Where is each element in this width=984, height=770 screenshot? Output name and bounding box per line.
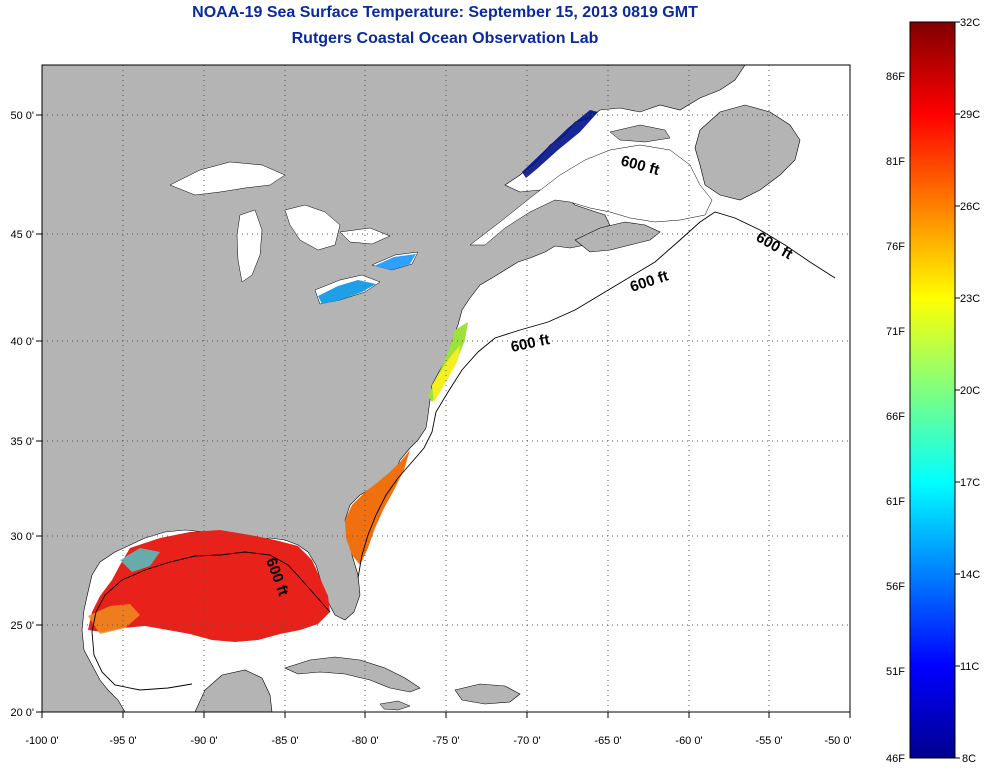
- celsius-label: 11C: [960, 661, 979, 673]
- land-hispaniola: [454, 683, 521, 705]
- y-tick-label: 25 0': [10, 620, 34, 632]
- colorbar-fahrenheit-labels: 86F 81F 76F 71F 66F 61F 56F 51F 46F: [886, 71, 905, 765]
- fahrenheit-label: 46F: [886, 753, 905, 765]
- x-axis-labels: -100 0' -95 0' -90 0' -85 0' -80 0' -75 …: [25, 735, 851, 747]
- colorbar-celsius-labels: 32C 29C 26C 23C 20C 17C 14C 11C 8C: [960, 17, 980, 765]
- fahrenheit-label: 86F: [886, 71, 905, 83]
- x-tick-label: -95 0': [109, 735, 136, 747]
- celsius-label: 29C: [960, 109, 980, 121]
- depth-contour-gulf: [91, 551, 331, 691]
- celsius-label: 17C: [960, 477, 980, 489]
- y-tick-label: 45 0': [10, 229, 34, 241]
- map-subtitle: Rutgers Coastal Ocean Observation Lab: [291, 30, 599, 47]
- x-tick-label: -75 0': [432, 735, 459, 747]
- axis-ticks: [36, 114, 851, 718]
- sst-st-lawrence: [522, 110, 598, 178]
- x-tick-label: -50 0': [824, 735, 851, 747]
- land-newfoundland: [694, 104, 801, 201]
- y-axis-labels: 20 0' 25 0' 30 0' 35 0' 40 0' 45 0' 50 0…: [10, 110, 34, 719]
- fahrenheit-label: 61F: [886, 496, 905, 508]
- land-anticosti: [609, 124, 671, 143]
- x-tick-label: -70 0': [513, 735, 540, 747]
- land-cuba: [284, 656, 421, 693]
- x-tick-label: -80 0': [351, 735, 378, 747]
- celsius-label: 20C: [960, 385, 980, 397]
- depth-contour-600ft: [357, 211, 836, 579]
- fahrenheit-label: 71F: [886, 326, 905, 338]
- sst-gulf-cyan: [120, 548, 160, 572]
- fahrenheit-label: 81F: [886, 156, 905, 168]
- st-lawrence-gulf: [469, 144, 713, 246]
- map-title: NOAA-19 Sea Surface Temperature: Septemb…: [192, 4, 698, 21]
- y-tick-label: 35 0': [10, 436, 34, 448]
- celsius-label: 26C: [960, 201, 980, 213]
- celsius-label: 14C: [960, 569, 980, 581]
- fahrenheit-label: 76F: [886, 241, 905, 253]
- y-tick-label: 50 0': [10, 110, 34, 122]
- x-tick-label: -55 0': [755, 735, 782, 747]
- fahrenheit-label: 66F: [886, 411, 905, 423]
- celsius-label: 23C: [960, 293, 980, 305]
- colorbar-ticks: [955, 21, 960, 759]
- x-tick-label: -85 0': [271, 735, 298, 747]
- sst-lake-ontario: [374, 254, 416, 270]
- y-tick-label: 40 0': [10, 336, 34, 348]
- x-tick-label: -100 0': [25, 735, 58, 747]
- y-tick-label: 30 0': [10, 531, 34, 543]
- land-yucatan: [194, 669, 273, 712]
- sst-mid-atlantic-yellow: [432, 345, 460, 402]
- sst-southeast-coast: [345, 450, 410, 565]
- sst-gulf-orange: [88, 604, 140, 634]
- sst-lake-erie: [318, 280, 376, 304]
- fahrenheit-label: 51F: [886, 666, 905, 678]
- x-tick-label: -60 0': [675, 735, 702, 747]
- fahrenheit-label: 56F: [886, 581, 905, 593]
- land-nova-scotia: [574, 221, 661, 253]
- x-tick-label: -90 0': [190, 735, 217, 747]
- x-tick-label: -65 0': [594, 735, 621, 747]
- y-tick-label: 20 0': [10, 707, 34, 719]
- land-jamaica: [379, 700, 411, 711]
- celsius-label: 8C: [962, 753, 976, 765]
- celsius-label: 32C: [960, 17, 980, 29]
- colorbar: [909, 21, 956, 759]
